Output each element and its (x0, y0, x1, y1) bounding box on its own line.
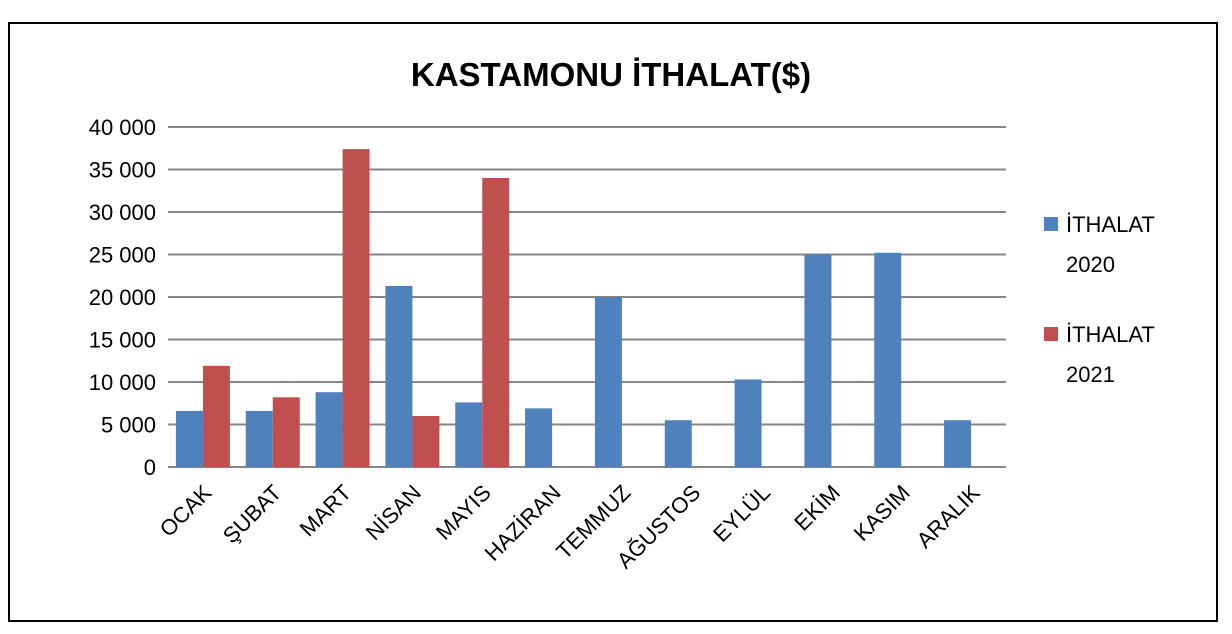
y-tick-label: 10 000 (89, 370, 156, 395)
bar-2020 (525, 408, 553, 467)
y-tick-label: 0 (144, 455, 156, 480)
y-axis-ticks: 0 5 000 10 000 15 000 20 000 25 000 30 000 35 0… (89, 115, 156, 480)
y-tick-label: 15 000 (89, 328, 156, 353)
x-tick-label: EYLÜL (708, 480, 775, 547)
gridlines (168, 126, 1006, 468)
bar-2021 (342, 149, 370, 467)
bar-2020 (315, 392, 343, 467)
bar-2021 (202, 365, 230, 467)
bar-2020 (944, 420, 972, 467)
bar-2020 (455, 402, 483, 467)
x-tick-label: HAZİRAN (480, 480, 566, 566)
bar-2020 (245, 410, 273, 467)
y-tick-label: 5 000 (101, 413, 156, 438)
x-tick-label: NİSAN (361, 480, 426, 545)
legend-label: İTHALAT (1066, 212, 1155, 237)
legend-label: İTHALAT (1066, 322, 1155, 347)
bar-2020 (804, 254, 832, 467)
bar-2020 (385, 285, 413, 467)
bar-2021 (482, 178, 510, 467)
x-tick-label: EKİM (789, 480, 845, 536)
chart-canvas: KASTAMONU İTHALAT($) 0 5 000 10 000 15 000 2… (89, 56, 1155, 574)
bars (175, 149, 972, 467)
bar-2020 (175, 410, 203, 467)
y-tick-label: 25 000 (89, 243, 156, 268)
legend-swatch (1044, 217, 1058, 231)
x-tick-label: OCAK (155, 480, 217, 542)
bar-2021 (412, 416, 440, 467)
chart-frame: KASTAMONU İTHALAT($) 0 5 000 10 000 15 000 2… (8, 22, 1218, 622)
y-tick-label: 20 000 (89, 285, 156, 310)
legend-swatch (1044, 327, 1058, 341)
y-tick-label: 40 000 (89, 115, 156, 140)
x-tick-label: ŞUBAT (218, 480, 286, 548)
x-tick-label: ARALIK (912, 480, 985, 553)
bar-2020 (594, 297, 622, 467)
y-tick-label: 35 000 (89, 158, 156, 183)
bar-2020 (874, 252, 902, 467)
x-tick-label: KASIM (849, 480, 915, 546)
chart-title: KASTAMONU İTHALAT($) (411, 56, 811, 93)
legend-label: 2020 (1066, 252, 1115, 277)
legend: İTHALAT 2020 İTHALAT 2021 (1044, 212, 1155, 387)
x-tick-label: MAYIS (431, 480, 496, 545)
bar-2020 (664, 420, 692, 467)
x-tick-label: MART (295, 480, 356, 541)
x-axis-ticks: OCAK ŞUBAT MART NİSAN MAYISHAZİRANTEMMUZAĞUS… (155, 480, 985, 574)
y-tick-label: 30 000 (89, 200, 156, 225)
bar-2021 (272, 397, 300, 467)
legend-label: 2021 (1066, 362, 1115, 387)
bar-2020 (734, 379, 762, 467)
